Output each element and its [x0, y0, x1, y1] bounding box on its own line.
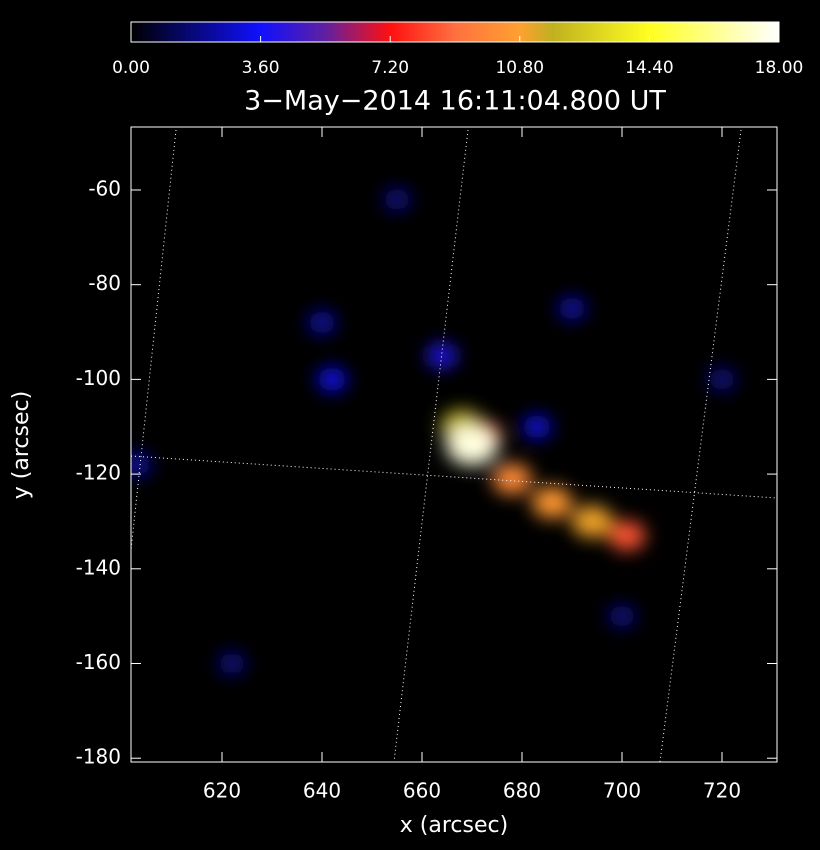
- colorbar-tick-label: 3.60: [242, 58, 280, 78]
- source: [317, 367, 347, 392]
- plot-frame: [130, 126, 778, 763]
- colorbar-tick-label: 14.40: [625, 58, 674, 78]
- x-tick-label: 700: [603, 779, 641, 803]
- colorbar-tick-label: 7.20: [371, 58, 409, 78]
- source: [558, 296, 586, 320]
- colorbar-tick-label: 0.00: [112, 58, 150, 78]
- y-tick-label: -160: [76, 650, 121, 674]
- x-tick-label: 660: [403, 779, 441, 803]
- x-tick-label: 680: [503, 779, 541, 803]
- chart-title: 3−May−2014 16:11:04.800 UT: [244, 86, 666, 117]
- source: [131, 453, 151, 477]
- colorbar-tick-label: 18.00: [755, 58, 804, 78]
- x-tick-label: 620: [203, 779, 241, 803]
- y-tick-label: -120: [76, 461, 121, 485]
- y-axis-label: y (arcsec): [9, 391, 34, 499]
- x-tick-label: 640: [303, 779, 341, 803]
- sources: [131, 188, 736, 675]
- source: [426, 343, 458, 368]
- source: [531, 486, 573, 519]
- source: [522, 414, 552, 439]
- source: [218, 652, 246, 675]
- x-tick-label: 720: [703, 779, 741, 803]
- y-tick-label: -140: [76, 555, 121, 579]
- source: [608, 605, 636, 628]
- helio-grid: [131, 129, 777, 762]
- source: [446, 425, 498, 466]
- y-tick-label: -80: [88, 271, 121, 295]
- image-area: [131, 129, 777, 762]
- source: [383, 188, 411, 211]
- y-tick-label: -60: [88, 176, 121, 200]
- source: [492, 463, 532, 495]
- y-tick-label: -100: [76, 366, 121, 390]
- x-axis-label: x (arcsec): [400, 813, 508, 838]
- colorbar-tick-label: 10.80: [495, 58, 544, 78]
- source: [571, 505, 613, 538]
- y-tick-label: -180: [76, 745, 121, 769]
- source: [708, 368, 736, 391]
- colorbar: [130, 21, 780, 43]
- source: [608, 520, 646, 551]
- source: [308, 311, 336, 334]
